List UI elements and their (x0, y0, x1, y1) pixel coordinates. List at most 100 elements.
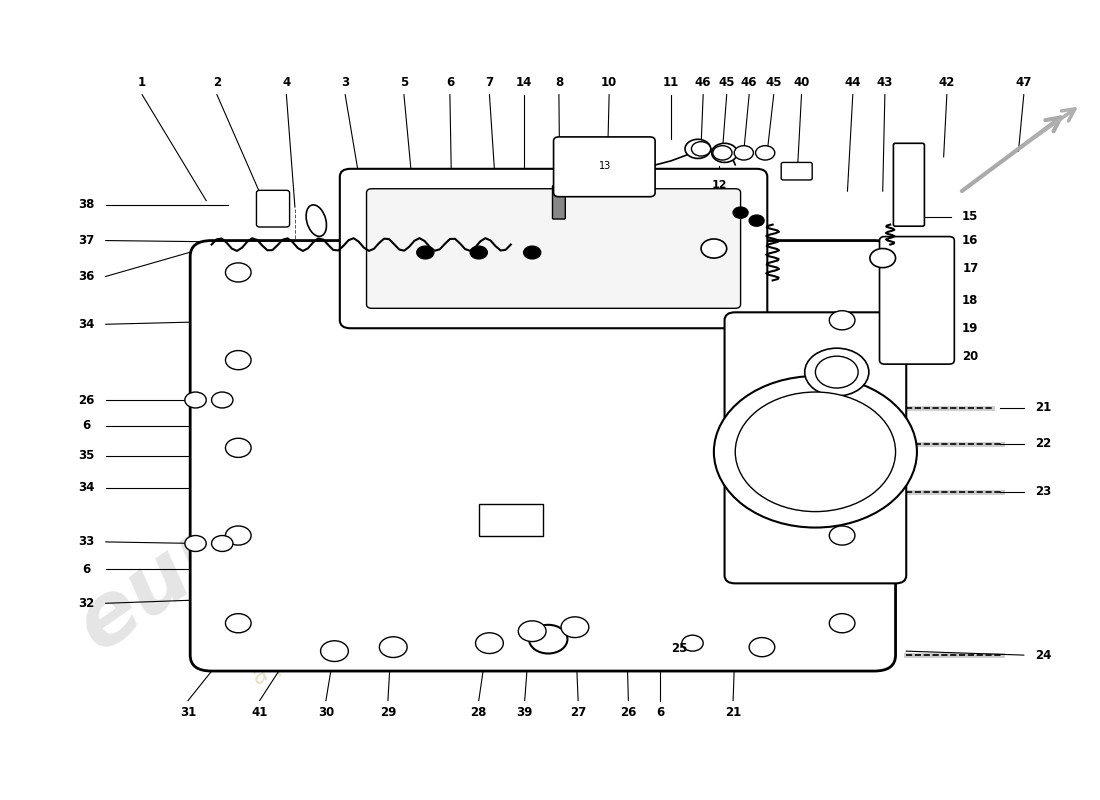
Text: 38: 38 (78, 198, 95, 211)
FancyBboxPatch shape (366, 189, 740, 308)
Circle shape (561, 617, 588, 638)
Text: a passion for cars since 1985: a passion for cars since 1985 (248, 461, 561, 690)
Text: 32: 32 (78, 597, 95, 610)
Text: 10: 10 (601, 76, 617, 90)
Text: 7: 7 (485, 76, 494, 90)
Text: 31: 31 (180, 706, 196, 719)
Text: 46: 46 (741, 76, 758, 90)
Text: 6: 6 (82, 419, 90, 432)
Text: 2: 2 (212, 76, 221, 90)
Text: 17: 17 (962, 262, 979, 275)
Circle shape (712, 143, 737, 162)
Circle shape (829, 526, 855, 545)
Text: 27: 27 (570, 706, 586, 719)
Circle shape (682, 635, 703, 651)
Text: 34: 34 (78, 481, 95, 494)
Text: 43: 43 (877, 76, 893, 90)
Text: euroclassics: euroclassics (62, 259, 596, 668)
Text: 8: 8 (554, 76, 563, 90)
Text: 21: 21 (1035, 402, 1052, 414)
Text: 1: 1 (138, 76, 146, 90)
Text: 34: 34 (78, 318, 95, 330)
FancyBboxPatch shape (893, 143, 924, 226)
Circle shape (185, 392, 206, 408)
Circle shape (829, 310, 855, 330)
Circle shape (756, 146, 774, 160)
Circle shape (211, 535, 233, 551)
Text: 37: 37 (78, 234, 95, 247)
Text: 15: 15 (962, 210, 979, 223)
FancyBboxPatch shape (552, 186, 565, 219)
Circle shape (226, 263, 251, 282)
Text: 36: 36 (78, 270, 95, 283)
Text: 5: 5 (399, 76, 408, 90)
Text: 14: 14 (516, 76, 531, 90)
Text: 35: 35 (78, 450, 95, 462)
Ellipse shape (306, 205, 327, 236)
FancyBboxPatch shape (725, 312, 906, 583)
Circle shape (185, 535, 206, 551)
Text: 39: 39 (517, 706, 532, 719)
Text: 29: 29 (379, 706, 396, 719)
Circle shape (692, 142, 711, 156)
Text: 40: 40 (793, 76, 810, 90)
Text: 46: 46 (695, 76, 712, 90)
Circle shape (701, 239, 727, 258)
Circle shape (226, 438, 251, 458)
Circle shape (734, 146, 754, 160)
Text: 47: 47 (1015, 76, 1032, 90)
Circle shape (805, 348, 869, 396)
Circle shape (733, 207, 748, 218)
Circle shape (815, 356, 858, 388)
Circle shape (379, 637, 407, 658)
Circle shape (735, 392, 895, 512)
Text: 6: 6 (657, 706, 664, 719)
Text: 30: 30 (318, 706, 334, 719)
Text: 20: 20 (962, 350, 979, 362)
FancyBboxPatch shape (880, 237, 955, 364)
Text: 42: 42 (938, 76, 955, 90)
Text: 19: 19 (962, 322, 979, 334)
Text: 23: 23 (1035, 485, 1052, 498)
Text: 18: 18 (962, 294, 979, 307)
FancyBboxPatch shape (340, 169, 768, 328)
Text: 26: 26 (620, 706, 637, 719)
Circle shape (475, 633, 504, 654)
Circle shape (870, 249, 895, 268)
Text: 25: 25 (671, 642, 688, 655)
Text: 6: 6 (82, 562, 90, 575)
Text: 28: 28 (471, 706, 487, 719)
Text: 22: 22 (1035, 438, 1052, 450)
Circle shape (749, 638, 774, 657)
Circle shape (829, 614, 855, 633)
Text: 26: 26 (78, 394, 95, 406)
FancyBboxPatch shape (190, 241, 895, 671)
Text: 44: 44 (845, 76, 861, 90)
Circle shape (211, 392, 233, 408)
Circle shape (226, 350, 251, 370)
Text: 12: 12 (712, 180, 727, 190)
Text: 41: 41 (252, 706, 267, 719)
Text: 24: 24 (1035, 649, 1052, 662)
Text: 45: 45 (766, 76, 782, 90)
Circle shape (320, 641, 349, 662)
Circle shape (749, 215, 764, 226)
FancyBboxPatch shape (256, 190, 289, 227)
Text: 13: 13 (598, 162, 611, 171)
Circle shape (226, 614, 251, 633)
Circle shape (529, 625, 568, 654)
Circle shape (518, 621, 546, 642)
Circle shape (226, 526, 251, 545)
Text: 33: 33 (78, 535, 95, 549)
Circle shape (713, 146, 732, 160)
FancyBboxPatch shape (781, 162, 812, 180)
Text: 4: 4 (283, 76, 290, 90)
Text: 16: 16 (962, 234, 979, 247)
Circle shape (417, 246, 433, 259)
Circle shape (470, 246, 487, 259)
Bar (478, 504, 543, 535)
FancyBboxPatch shape (553, 137, 656, 197)
Text: 6: 6 (446, 76, 454, 90)
Text: 45: 45 (718, 76, 735, 90)
Text: 21: 21 (725, 706, 741, 719)
